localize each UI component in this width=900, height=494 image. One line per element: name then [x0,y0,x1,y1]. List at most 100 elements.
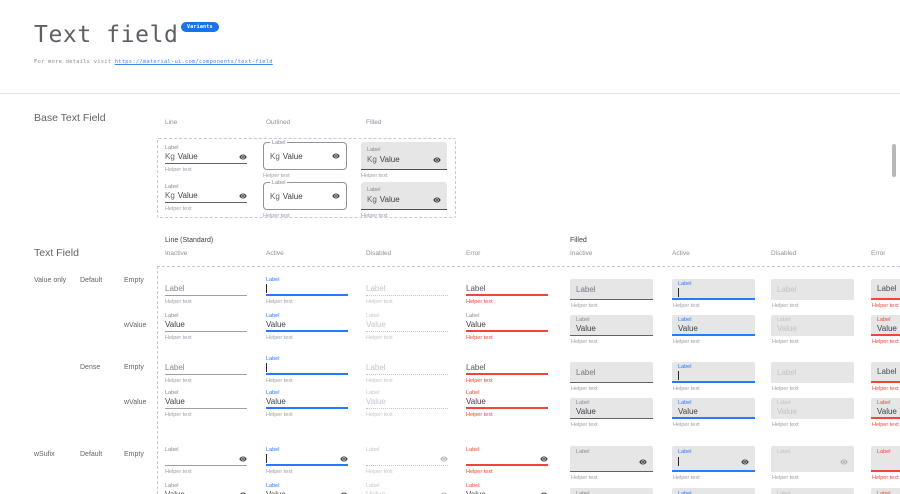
visibility-icon[interactable] [433,156,441,164]
helper-text: Helper text [366,412,448,418]
text-field-filled-inactive-dense-empty[interactable]: Label Helper text [570,362,653,392]
text-field-filled-active-dense-wvalue[interactable]: Label Value Helper text [672,398,755,428]
visibility-icon[interactable] [840,458,848,466]
text-field-filled-error-wsufix-empty[interactable]: Label Helper text [871,446,900,481]
base-text-field-filled[interactable]: Label Kg Value Helper text [361,182,447,219]
text-field-line-error-dense-wvalue[interactable]: Label Value Helper text [466,390,548,418]
text-field-line-inactive-dense-empty[interactable]: Label Helper text [165,356,247,384]
text-field-filled-inactive-default-empty[interactable]: Label Helper text [570,279,653,309]
helper-text: Helper text [771,339,854,345]
field-label-caption [165,356,247,363]
visibility-icon[interactable] [433,196,441,204]
helper-label: Helper text [466,299,493,305]
text-field-line-disabled-wsufix-empty[interactable]: Label Helper text [366,447,448,475]
base-text-field-line[interactable]: Label Kg Value Helper text [165,145,247,173]
helper-text: Helper text [165,412,247,418]
helper-text: Helper text [672,475,755,481]
field-label-caption: Label [576,491,647,494]
field-placeholder: Label [877,284,897,293]
docs-link[interactable]: https://material-ui.com/components/text-… [114,59,273,65]
field-box: Label [672,446,755,472]
text-field-line-inactive-default-wvalue[interactable]: Label Value Helper text [165,313,247,341]
text-field-filled-active-default-wvalue[interactable]: Label Value Helper text [672,315,755,345]
text-field-line-error-default-empty[interactable]: Label Helper text [466,277,548,305]
base-text-field-outlined[interactable]: Label Kg Value Helper text [263,180,347,219]
base-text-field-outlined[interactable]: Label Kg Value Helper text [263,140,347,179]
field-label: Label [877,448,891,455]
text-field-line-error-dense-empty[interactable]: Label Helper text [466,356,548,384]
field-label-caption: Label [777,449,848,456]
field-label: Label [165,447,179,453]
text-field-line-error-default-wvalue[interactable]: Label Value Helper text [466,313,548,341]
visibility-icon[interactable] [440,455,448,463]
field-label-caption: Label [678,400,749,407]
text-field-line-inactive-dense-wvalue[interactable]: Label Value Helper text [165,390,247,418]
visibility-icon[interactable] [239,192,247,200]
visibility-icon[interactable] [540,455,548,463]
helper-label: Helper text [266,412,293,418]
base-text-field-filled[interactable]: Label Kg Value Helper text [361,142,447,179]
text-field-line-inactive-default-empty[interactable]: Label Helper text [165,277,247,305]
helper-label: Helper text [366,412,393,418]
visibility-icon[interactable] [741,458,749,466]
text-field-line-active-wsufix-empty[interactable]: Label Helper text [266,447,348,475]
visibility-icon[interactable] [340,455,348,463]
base-text-field-line[interactable]: Label Kg Value Helper text [165,184,247,212]
text-field-line-disabled-default-empty[interactable]: Label Helper text [366,277,448,305]
text-field-line-disabled-dense-wvalue[interactable]: Label Value Helper text [366,390,448,418]
scrollbar-thumb[interactable] [892,144,896,177]
field-label-caption: Label [466,447,548,454]
field-box: Label Kg Value [361,142,447,170]
text-field-filled-inactive-wsufix-empty[interactable]: Label Helper text [570,446,653,481]
visibility-icon[interactable] [332,152,340,160]
visibility-icon[interactable] [639,458,647,466]
text-field-filled-inactive-default-wvalue[interactable]: Label Value Helper text [570,315,653,345]
helper-text: Helper text [366,469,448,475]
visibility-icon[interactable] [239,455,247,463]
text-field-line-active-default-empty[interactable]: Label Helper text [266,277,348,305]
text-field-line-active-dense-empty[interactable]: Label Helper text [266,356,348,384]
helper-label: Helper text [165,167,192,173]
field-input [266,363,348,375]
helper-label: Helper text [673,386,700,392]
helper-text: Helper text [466,378,548,384]
text-field-filled-disabled-default-empty[interactable]: Label Helper text [771,279,854,309]
text-field-filled-active-wsufix-empty[interactable]: Label Helper text [672,446,755,481]
text-field-filled-error-dense-empty[interactable]: Label Helper text [871,362,900,392]
text-field-filled-error-default-wvalue[interactable]: Label Value Helper text [871,315,900,345]
text-field-filled-active-default-empty[interactable]: Label Helper text [672,279,755,309]
base-column-header: Filled [366,119,382,126]
visibility-icon[interactable] [332,192,340,200]
text-field-filled-error-dense-wvalue[interactable]: Label Value Helper text [871,398,900,428]
text-field-filled-error-default-empty[interactable]: Label Helper text [871,279,900,309]
text-field-filled-disabled-dense-empty[interactable]: Label Helper text [771,362,854,392]
state-header: Disabled [771,250,797,257]
text-field-line-disabled-dense-empty[interactable]: Label Helper text [366,356,448,384]
text-field-line-disabled-default-wvalue[interactable]: Label Value Helper text [366,313,448,341]
helper-text: Helper text [165,167,247,173]
field-label: Label [366,313,380,319]
text-field-filled-disabled-wsufix-empty[interactable]: Label Helper text [771,446,854,481]
text-field-line-active-default-wvalue[interactable]: Label Value Helper text [266,313,348,341]
field-label-caption: Label [678,449,749,456]
text-field-line-error-wsufix-empty[interactable]: Label Helper text [466,447,548,475]
field-label-caption: Label [877,317,900,324]
text-field-filled-inactive-dense-wvalue[interactable]: Label Value Helper text [570,398,653,428]
visibility-icon[interactable] [239,153,247,161]
text-field-line-inactive-wsufix-empty[interactable]: Label Helper text [165,447,247,475]
text-field-filled-active-dense-empty[interactable]: Label Helper text [672,362,755,392]
text-field-filled-disabled-dense-wvalue[interactable]: Label Value Helper text [771,398,854,428]
text-field-filled-disabled-default-wvalue[interactable]: Label Value Helper text [771,315,854,345]
helper-text: Helper text [263,173,347,179]
text-field-line-active-dense-wvalue[interactable]: Label Value Helper text [266,390,348,418]
header-divider [0,93,900,94]
